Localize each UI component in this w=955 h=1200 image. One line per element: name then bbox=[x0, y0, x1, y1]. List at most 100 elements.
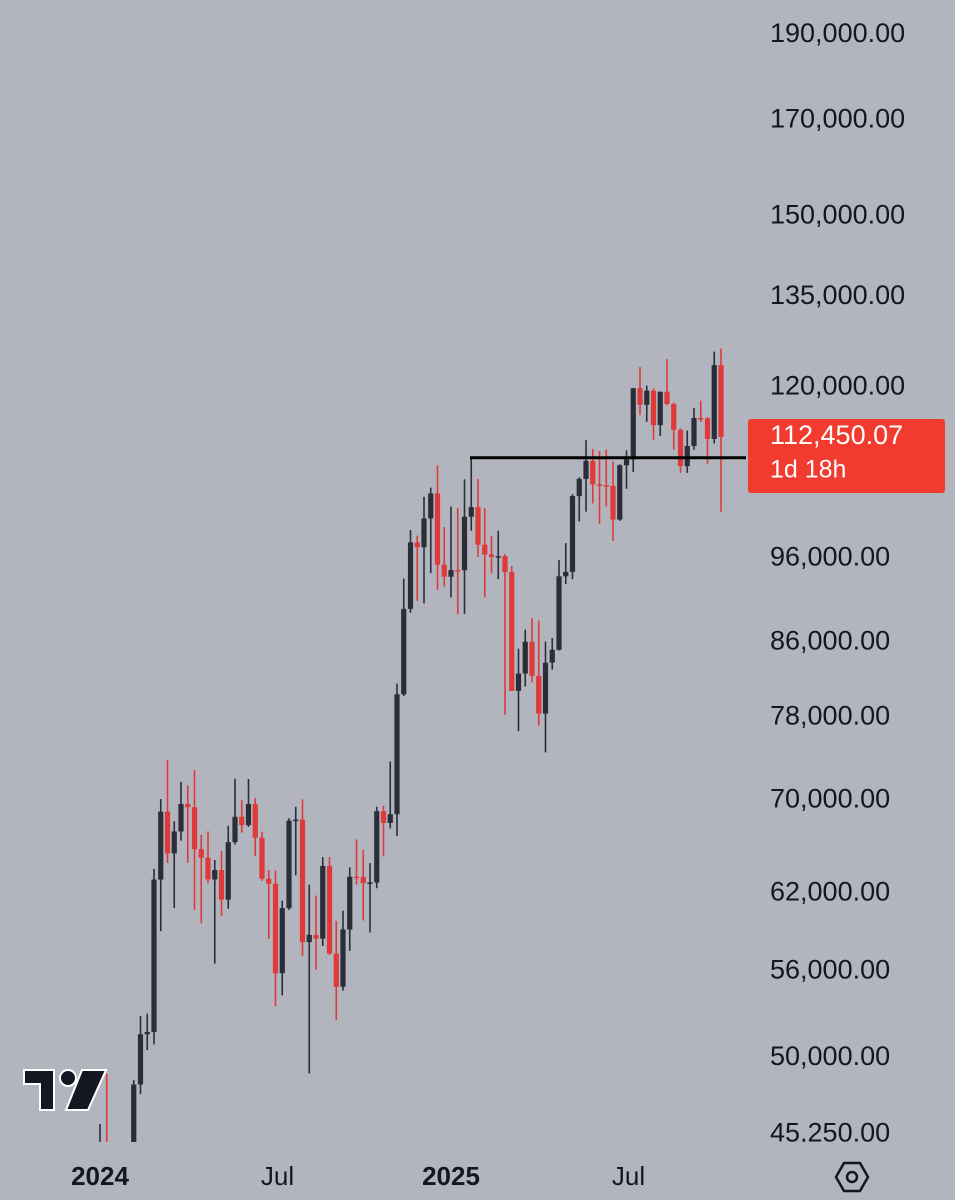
candle-body bbox=[164, 811, 171, 854]
y-tick-label: 70,000.00 bbox=[770, 783, 890, 813]
candle-body bbox=[455, 570, 461, 572]
candle-body bbox=[671, 403, 677, 430]
candle-body bbox=[684, 445, 690, 467]
time-axis: 2024 Jul 2025 Jul bbox=[71, 1161, 645, 1191]
candle-body bbox=[171, 831, 177, 854]
y-tick-label: 78,000.00 bbox=[770, 700, 890, 730]
y-tick-label: 96,000.00 bbox=[770, 541, 890, 571]
candle-body bbox=[286, 820, 292, 909]
candle-body bbox=[549, 649, 555, 663]
candle-body bbox=[623, 459, 630, 466]
candle-body bbox=[630, 388, 636, 460]
countdown-label: 1d 18h bbox=[770, 456, 846, 484]
candle-body bbox=[677, 429, 684, 467]
candle-body bbox=[664, 391, 670, 404]
plot-area bbox=[99, 348, 724, 1142]
candle-body bbox=[461, 516, 468, 571]
candle-body bbox=[218, 870, 225, 900]
y-tick-label: 50,000.00 bbox=[770, 1041, 890, 1071]
candle-body bbox=[536, 675, 542, 714]
candle-body bbox=[650, 390, 657, 426]
candle-body bbox=[353, 876, 360, 879]
candle-body bbox=[576, 478, 582, 497]
candle-body bbox=[191, 807, 198, 850]
candle-body bbox=[563, 571, 569, 577]
x-tick-label: Jul bbox=[612, 1161, 645, 1191]
candle-body bbox=[374, 811, 380, 883]
candle-body bbox=[333, 953, 339, 987]
y-tick-label: 135,000.00 bbox=[770, 280, 905, 310]
candle-body bbox=[313, 934, 319, 939]
logo bbox=[23, 1069, 108, 1111]
candle-body bbox=[603, 485, 609, 487]
candle-body bbox=[401, 608, 407, 695]
candle-body bbox=[718, 365, 724, 437]
candle-body bbox=[394, 694, 400, 815]
candle-body bbox=[515, 673, 522, 691]
candle-body bbox=[320, 865, 326, 939]
candle-body bbox=[448, 570, 454, 577]
candle-body bbox=[421, 518, 427, 548]
candle-body bbox=[407, 542, 414, 609]
candle-body bbox=[698, 417, 704, 420]
candle-body bbox=[380, 811, 387, 823]
x-tick-label: Jul bbox=[261, 1161, 294, 1191]
candle-body bbox=[711, 365, 717, 439]
candle-body bbox=[252, 804, 258, 838]
candle-body bbox=[360, 876, 366, 884]
candle-body bbox=[657, 391, 663, 426]
candle-body bbox=[428, 493, 434, 519]
candle-body bbox=[468, 507, 474, 517]
candle-body bbox=[306, 934, 312, 943]
candle-body bbox=[644, 390, 650, 405]
candle-body bbox=[185, 804, 191, 808]
candle-body bbox=[569, 496, 576, 572]
candle-body bbox=[495, 556, 501, 558]
candle-body bbox=[691, 417, 697, 446]
candle-body bbox=[502, 556, 508, 573]
candle-body bbox=[225, 842, 231, 900]
candle-body bbox=[158, 811, 164, 880]
candle-body bbox=[151, 879, 157, 1032]
y-tick-label: 62,000.00 bbox=[770, 876, 890, 906]
candle-body bbox=[590, 460, 596, 485]
candle-body bbox=[279, 908, 285, 974]
x-tick-label: 2025 bbox=[422, 1161, 480, 1191]
candle-body bbox=[637, 388, 643, 405]
candle-body bbox=[414, 542, 420, 548]
candle-body bbox=[340, 929, 346, 987]
candle-body bbox=[212, 870, 218, 880]
last-price-label: 112,450.07 bbox=[770, 420, 903, 450]
candle-body bbox=[610, 485, 616, 520]
last-price-box bbox=[748, 418, 945, 493]
y-tick-label: 170,000.00 bbox=[770, 103, 905, 133]
candle-body bbox=[387, 814, 393, 823]
candle-body bbox=[245, 804, 252, 826]
candle-body bbox=[542, 662, 549, 714]
candle-body bbox=[367, 882, 373, 884]
candle-body bbox=[556, 576, 562, 650]
candle-body bbox=[704, 418, 711, 439]
candle-body bbox=[259, 837, 265, 879]
candle-body bbox=[266, 878, 272, 884]
settings-icon[interactable] bbox=[834, 1161, 870, 1193]
candle-body bbox=[509, 572, 515, 691]
y-tick-label: 56,000.00 bbox=[770, 954, 890, 984]
candle-body bbox=[583, 460, 589, 479]
candle-body bbox=[529, 641, 535, 676]
candle-body bbox=[596, 484, 603, 486]
candle-body bbox=[178, 804, 184, 832]
candle-body bbox=[232, 816, 238, 843]
candle-body bbox=[482, 544, 488, 555]
y-tick-label: 150,000.00 bbox=[770, 199, 905, 229]
price-axis: 45,250.00 50,000.00 56,000.00 62,000.00 70,0… bbox=[770, 18, 905, 1142]
x-tick-label: 2024 bbox=[71, 1161, 129, 1191]
candle-body bbox=[299, 819, 306, 943]
y-tick-label: 86,000.00 bbox=[770, 626, 890, 656]
y-tick-label: 120,000.00 bbox=[770, 370, 905, 400]
candle-body bbox=[475, 507, 481, 545]
candle-body bbox=[239, 816, 245, 826]
candle-body bbox=[617, 465, 623, 520]
